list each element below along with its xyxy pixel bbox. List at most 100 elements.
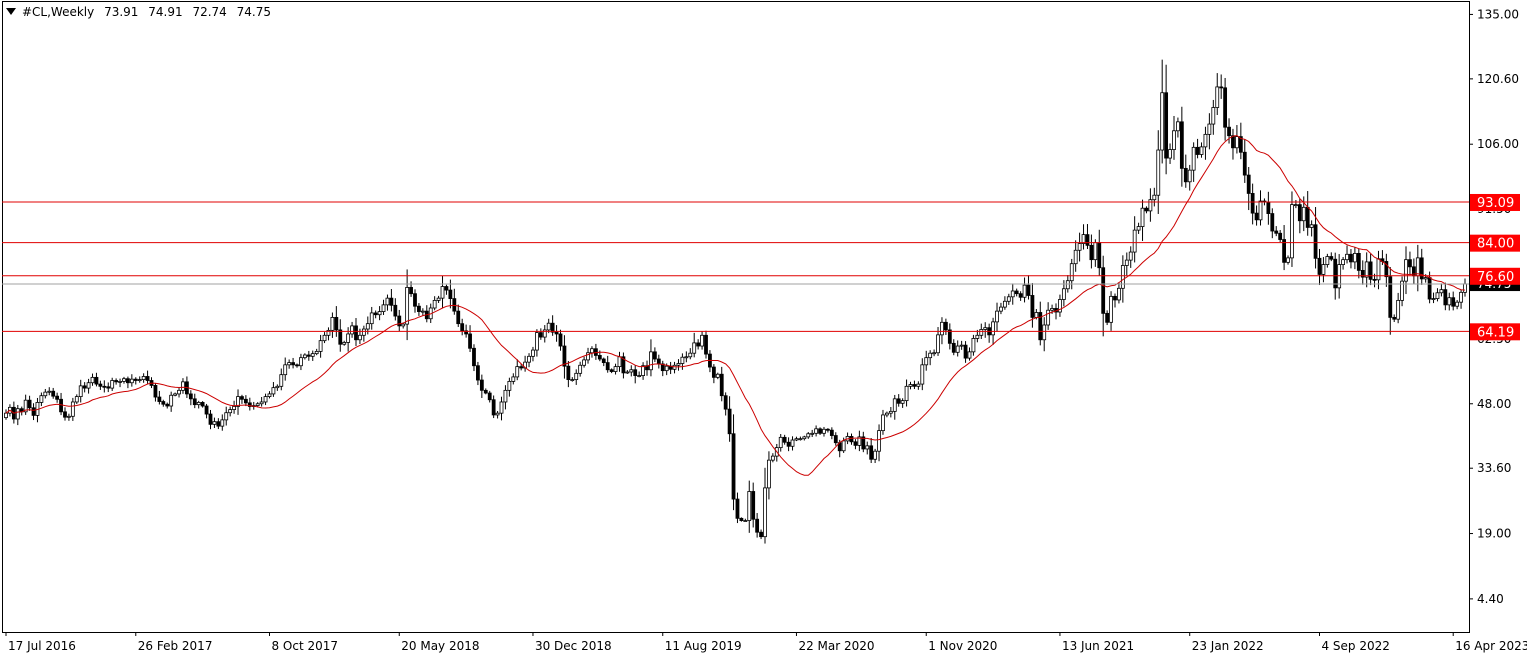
candle-body xyxy=(1101,267,1106,314)
candle-body xyxy=(279,374,284,387)
candle-body xyxy=(1333,258,1338,289)
candle-body xyxy=(991,321,995,336)
candle-body xyxy=(613,366,618,372)
x-tick-label: 16 Apr 2023 xyxy=(1455,639,1527,653)
candle-body xyxy=(715,373,720,378)
candle-body xyxy=(723,395,728,410)
candle-body xyxy=(409,287,413,295)
x-tick-label: 26 Feb 2017 xyxy=(138,639,213,653)
candle-body xyxy=(527,355,531,363)
candle-body xyxy=(916,383,921,387)
candle-body xyxy=(358,334,362,341)
candle-body xyxy=(1317,257,1322,275)
candle-body xyxy=(397,315,402,327)
candle-body xyxy=(1199,146,1204,155)
candle-body xyxy=(1152,194,1157,201)
candle-body xyxy=(605,362,610,371)
x-tick-label: 1 Nov 2020 xyxy=(928,639,997,653)
candle-body xyxy=(420,310,425,313)
candle-body xyxy=(259,401,264,405)
candle-body xyxy=(55,395,60,400)
x-tick-label: 8 Oct 2017 xyxy=(271,639,338,653)
candle-body xyxy=(1459,291,1463,303)
candle-body xyxy=(373,312,378,316)
candle-body xyxy=(43,391,48,397)
candle-body xyxy=(586,352,590,361)
candle-body xyxy=(861,436,866,450)
candle-body xyxy=(664,365,669,372)
y-tick-label: 19.00 xyxy=(1477,527,1511,541)
candle-body xyxy=(1168,149,1172,159)
candle-body xyxy=(1038,312,1043,341)
candle-body xyxy=(692,342,697,354)
level-label-bg xyxy=(1470,267,1520,285)
candle-body xyxy=(562,345,567,367)
candle-body xyxy=(770,455,775,461)
candle-body xyxy=(1388,276,1393,318)
candle-body xyxy=(995,310,999,323)
candle-body xyxy=(814,428,819,434)
candle-body xyxy=(511,376,516,382)
candle-body xyxy=(1305,206,1310,228)
candle-body xyxy=(1073,249,1078,265)
candle-body xyxy=(334,316,339,331)
candle-body xyxy=(1176,121,1180,132)
candle-body xyxy=(959,344,964,347)
candle-body xyxy=(322,334,327,342)
candle-body xyxy=(1136,226,1141,231)
candle-body xyxy=(1278,232,1283,240)
candle-body xyxy=(1042,324,1047,341)
candle-body xyxy=(888,410,893,414)
x-tick-label: 4 Sep 2022 xyxy=(1321,639,1389,653)
candle-body xyxy=(578,364,583,374)
candle-body xyxy=(1290,204,1294,259)
candle-body xyxy=(833,435,838,444)
candle-body xyxy=(1463,283,1467,293)
candle-body xyxy=(314,351,319,355)
symbol-dropdown-icon[interactable] xyxy=(6,8,16,15)
candle-body xyxy=(157,396,162,402)
x-tick-label: 17 Jul 2016 xyxy=(8,639,76,653)
candle-body xyxy=(1415,257,1420,277)
candle-body xyxy=(169,394,174,407)
candle-body xyxy=(1455,301,1460,307)
candle-body xyxy=(1014,290,1019,295)
candle-body xyxy=(141,376,146,381)
candle-body xyxy=(1360,270,1365,278)
candle-body xyxy=(546,322,551,331)
candle-body xyxy=(59,398,63,413)
candle-body xyxy=(1105,312,1110,323)
candle-body xyxy=(1097,242,1102,269)
candle-body xyxy=(377,311,382,316)
candle-body xyxy=(240,396,244,400)
candle-body xyxy=(318,340,323,352)
candle-body xyxy=(74,396,79,403)
moving-average-line xyxy=(5,134,1466,476)
candle-body xyxy=(1203,133,1208,148)
candle-body xyxy=(1349,253,1353,263)
ohlc-low: 72.74 xyxy=(192,5,227,19)
candle-body xyxy=(908,384,913,387)
candle-body xyxy=(672,364,677,370)
candle-body xyxy=(330,316,335,331)
candle-body xyxy=(1093,242,1098,261)
candle-body xyxy=(743,520,748,522)
candle-body xyxy=(609,369,614,372)
candle-body xyxy=(1384,261,1389,278)
candle-body xyxy=(680,356,685,364)
candle-body xyxy=(1242,151,1247,176)
candle-body xyxy=(491,399,496,416)
level-label-bg xyxy=(1470,234,1520,252)
candle-body xyxy=(350,325,354,335)
candle-body xyxy=(385,297,390,306)
candle-body xyxy=(590,348,594,354)
candle-body xyxy=(857,436,862,446)
candle-body xyxy=(1191,146,1196,171)
candle-body xyxy=(365,323,370,330)
candle-body xyxy=(82,385,87,389)
y-tick-label: 33.60 xyxy=(1477,461,1511,475)
candle-body xyxy=(719,373,724,397)
candle-body xyxy=(920,364,925,385)
candle-body xyxy=(228,409,233,414)
candle-body xyxy=(542,329,547,338)
